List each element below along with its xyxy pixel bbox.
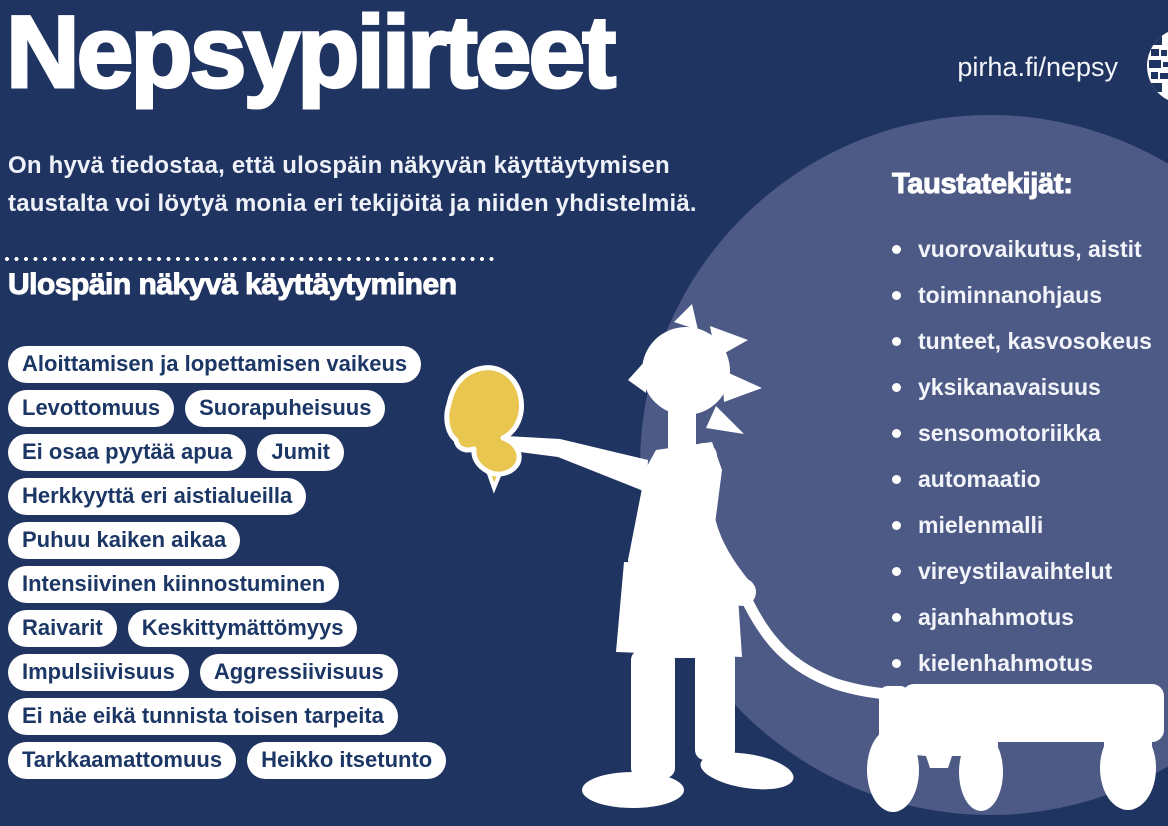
factor-item: tunteet, kasvosokeus	[892, 318, 1152, 364]
behavior-pill-row: Intensiivinen kiinnostuminen	[8, 566, 340, 603]
behavior-pill-row: Tarkkaamattomuus Heikko itsetunto	[8, 742, 447, 779]
behavior-pill: Jumit	[257, 434, 345, 471]
factor-label: ajanhahmotus	[918, 603, 1074, 630]
factor-label: vireystilavaihtelut	[918, 557, 1113, 584]
behavior-pill: Raivarit	[8, 610, 117, 647]
behavior-pill: Aloittamisen ja lopettamisen vaikeus	[8, 346, 422, 383]
factor-item: kielenhahmotus	[892, 640, 1152, 686]
behavior-pill-row: Herkkyyttä eri aistialueilla	[8, 478, 307, 515]
butterfly-illustration	[444, 365, 524, 494]
behavior-pill: Intensiivinen kiinnostuminen	[8, 566, 340, 603]
factor-item: vuorovaikutus, aistit	[892, 226, 1152, 272]
factor-item: sensomotoriikka	[892, 410, 1152, 456]
qr-badge	[1147, 28, 1168, 104]
bullet-dot	[892, 382, 901, 392]
intro-text-line-2: taustalta voi löytyä monia eri tekijöitä…	[8, 190, 697, 217]
behavior-pill: Herkkyyttä eri aistialueilla	[8, 478, 307, 515]
bullet-dot	[892, 290, 901, 300]
behavior-pill: Keskittymättömyys	[127, 610, 358, 647]
factor-item: vireystilavaihtelut	[892, 548, 1152, 594]
factor-item: toiminnanohjaus	[892, 272, 1152, 318]
behavior-pill-row: Puhuu kaiken aikaa	[8, 522, 241, 559]
page-title: Nepsypiirteet	[4, 0, 617, 110]
behavior-pill-row: Ei osaa pyytää apua Jumit	[8, 434, 345, 471]
factor-label: yksikanavaisuus	[918, 373, 1101, 400]
behavior-pill: Levottomuus	[8, 390, 175, 427]
factors-heading: Taustatekijät:	[892, 168, 1074, 201]
behavior-pill: Suorapuheisuus	[185, 390, 386, 427]
bullet-dot	[892, 658, 901, 668]
behavior-pill: Heikko itsetunto	[247, 742, 447, 779]
factor-item: yksikanavaisuus	[892, 364, 1152, 410]
behavior-pill-row: Raivarit Keskittymättömyys	[8, 610, 358, 647]
behavior-heading: Ulospäin näkyvä käyttäytyminen	[8, 268, 458, 302]
factor-label: vuorovaikutus, aistit	[918, 235, 1142, 262]
factor-item: ajanhahmotus	[892, 594, 1152, 640]
qr-code-icon	[1149, 36, 1168, 92]
behavior-pill-row: Aloittamisen ja lopettamisen vaikeus	[8, 346, 422, 383]
behavior-pill: Tarkkaamattomuus	[8, 742, 237, 779]
bullet-dot	[892, 520, 901, 530]
factor-item: automaatio	[892, 456, 1152, 502]
bullet-dot	[892, 244, 901, 254]
factor-label: toiminnanohjaus	[918, 281, 1102, 308]
bullet-dot	[892, 336, 901, 346]
bullet-dot	[892, 428, 901, 438]
factor-label: sensomotoriikka	[918, 419, 1101, 446]
bullet-dot	[892, 474, 901, 484]
dotted-divider	[4, 256, 498, 262]
behavior-pill: Ei näe eikä tunnista toisen tarpeita	[8, 698, 398, 735]
factors-list: vuorovaikutus, aistit toiminnanohjaus tunt…	[892, 226, 1152, 686]
behavior-pill-row: Impulsiivisuus Aggressiivisuus	[8, 654, 398, 691]
site-url: pirha.fi/nepsy	[957, 52, 1118, 82]
factor-label: tunteet, kasvosokeus	[918, 327, 1152, 354]
bullet-dot	[892, 566, 901, 576]
behavior-pill: Aggressiivisuus	[199, 654, 398, 691]
behavior-pill-list: Aloittamisen ja lopettamisen vaikeus Levo…	[8, 346, 447, 779]
behavior-pill: Puhuu kaiken aikaa	[8, 522, 241, 559]
intro-text-line-1: On hyvä tiedostaa, että ulospäin näkyvän…	[8, 152, 670, 179]
factor-label: mielenmalli	[918, 511, 1044, 538]
behavior-pill-row: Levottomuus Suorapuheisuus	[8, 390, 386, 427]
factor-item: mielenmalli	[892, 502, 1152, 548]
behavior-pill: Ei osaa pyytää apua	[8, 434, 247, 471]
factor-label: kielenhahmotus	[918, 649, 1094, 676]
behavior-pill: Impulsiivisuus	[8, 654, 189, 691]
factor-label: automaatio	[918, 465, 1041, 492]
behavior-pill-row: Ei näe eikä tunnista toisen tarpeita	[8, 698, 398, 735]
bullet-dot	[892, 612, 901, 622]
